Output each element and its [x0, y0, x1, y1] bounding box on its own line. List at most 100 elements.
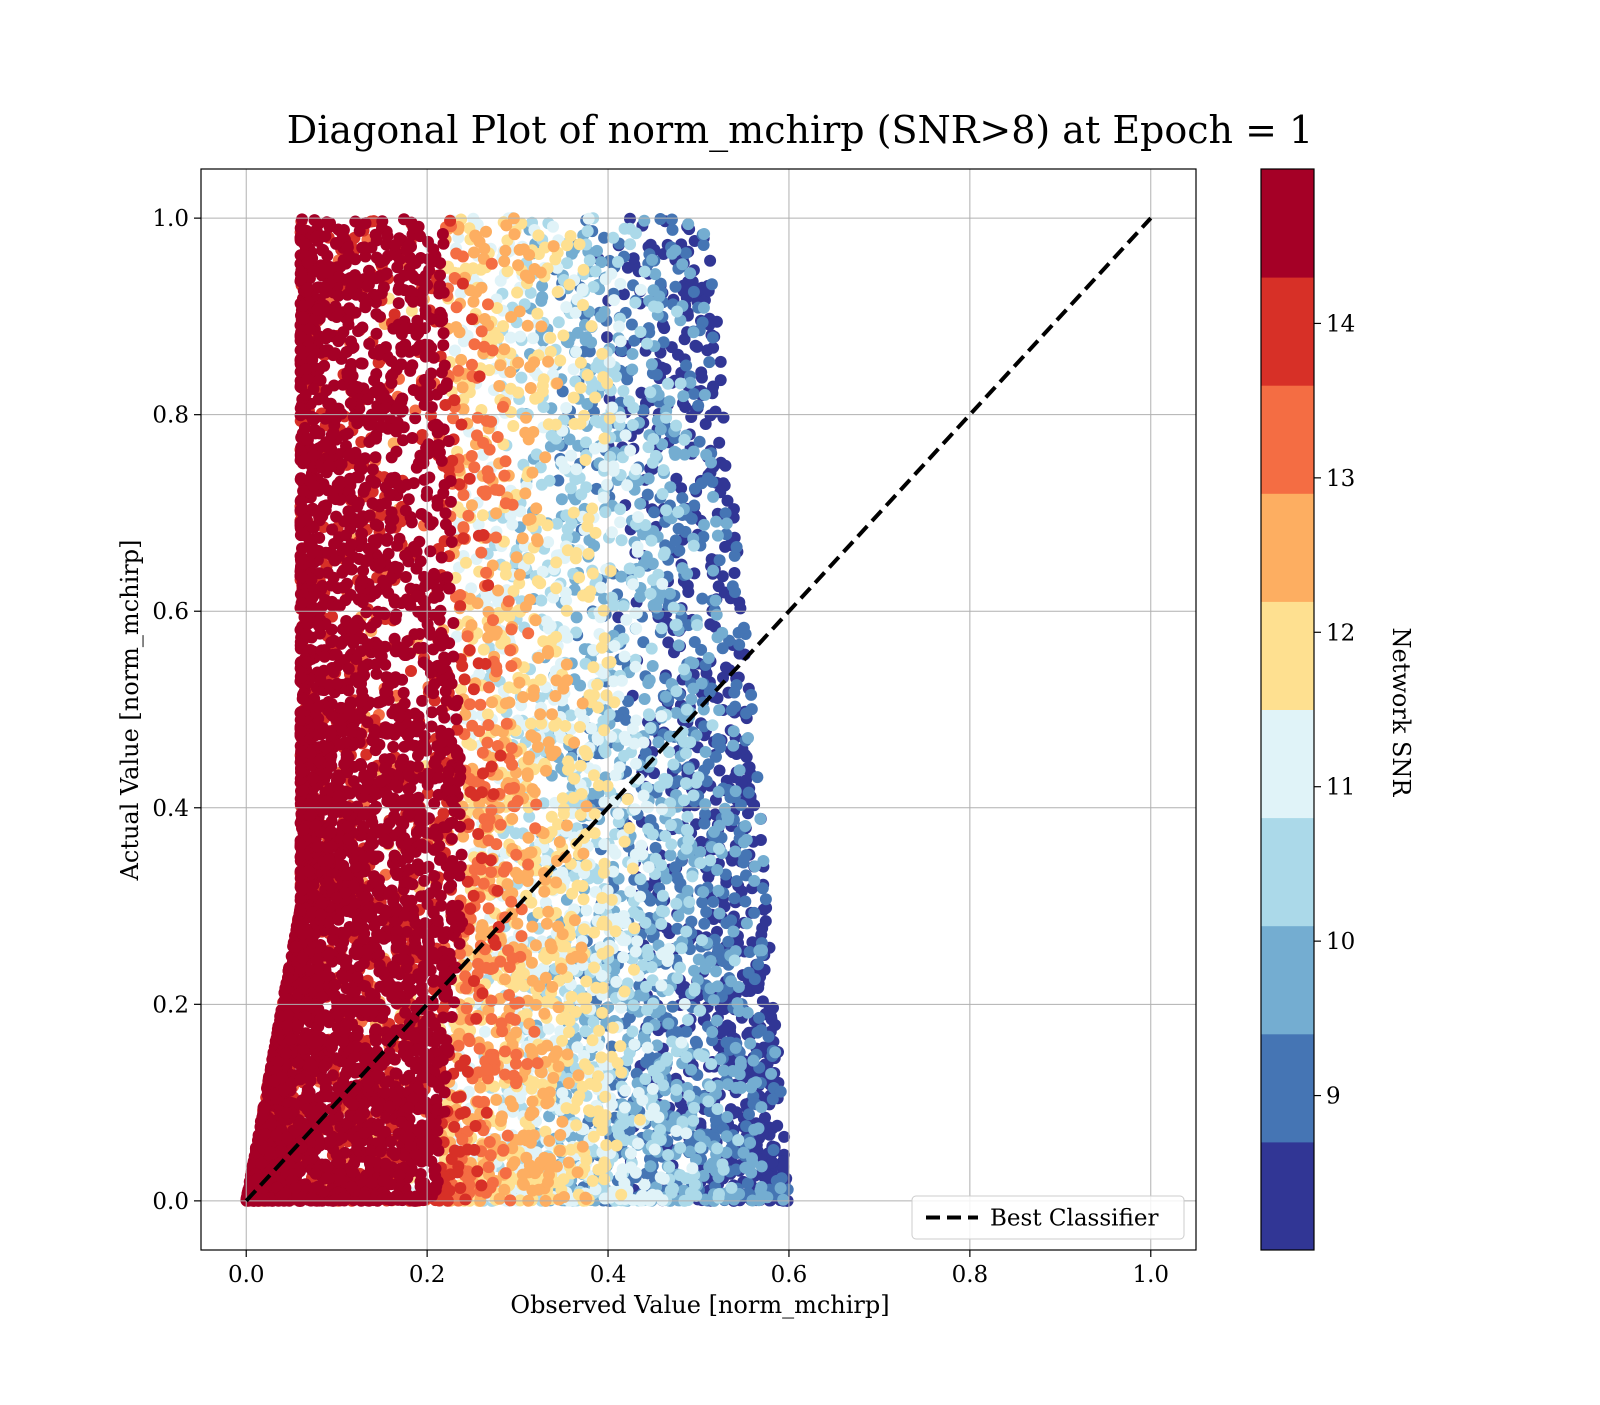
- scatter-point: [710, 515, 723, 528]
- scatter-point: [571, 1041, 584, 1054]
- scatter-point: [655, 979, 668, 992]
- scatter-point: [473, 1042, 486, 1055]
- scatter-point: [444, 214, 457, 227]
- scatter-point: [555, 493, 568, 506]
- scatter-point: [583, 345, 596, 358]
- scatter-point: [697, 530, 710, 543]
- scatter-point: [675, 1036, 688, 1049]
- scatter-point: [586, 1034, 599, 1047]
- scatter-point: [575, 488, 588, 501]
- scatter-point: [443, 1184, 456, 1197]
- scatter-point: [681, 1014, 694, 1026]
- scatter-point: [586, 787, 599, 800]
- scatter-point: [552, 1001, 565, 1014]
- scatter-point: [508, 781, 520, 794]
- scatter-point: [614, 411, 627, 424]
- scatter-point: [499, 244, 512, 257]
- scatter-point: [726, 1065, 739, 1077]
- scatter-point: [698, 917, 711, 930]
- scatter-point: [528, 1025, 541, 1038]
- scatter-point: [618, 835, 631, 848]
- scatter-point: [467, 295, 480, 308]
- scatter-point: [571, 326, 584, 339]
- scatter-point: [740, 707, 753, 720]
- scatter-point: [456, 250, 469, 263]
- scatter-point: [678, 663, 691, 676]
- scatter-point: [642, 949, 655, 962]
- scatter-point: [689, 1035, 702, 1048]
- scatter-point: [472, 828, 485, 840]
- scatter-point: [672, 639, 685, 652]
- scatter-point: [721, 1111, 734, 1123]
- scatter-point: [499, 1167, 512, 1180]
- scatter-point: [679, 1172, 692, 1185]
- scatter-point: [687, 789, 700, 802]
- scatter-point: [516, 1168, 529, 1181]
- scatter-point: [499, 568, 512, 581]
- scatter-point: [656, 577, 669, 590]
- scatter-point: [454, 1090, 467, 1103]
- scatter-point: [656, 1194, 669, 1207]
- scatter-point: [721, 814, 734, 826]
- scatter-point: [629, 945, 642, 958]
- scatter-point: [743, 1108, 755, 1121]
- scatter-point: [595, 256, 608, 269]
- scatter-point: [505, 660, 518, 672]
- scatter-point: [483, 1136, 496, 1148]
- scatter-point: [605, 591, 618, 604]
- scatter-point: [613, 320, 626, 333]
- scatter-point: [663, 395, 676, 408]
- scatter-point: [458, 673, 471, 686]
- scatter-point: [476, 919, 489, 932]
- scatter-point: [634, 326, 647, 338]
- scatter-point: [755, 1160, 768, 1173]
- scatter-point: [680, 925, 693, 938]
- scatter-point: [619, 429, 632, 442]
- scatter-point: [518, 1178, 530, 1191]
- scatter-point: [482, 471, 495, 484]
- scatter-point: [696, 592, 709, 605]
- scatter-point: [671, 972, 684, 984]
- scatter-point: [543, 1110, 556, 1123]
- scatter-point: [543, 474, 556, 487]
- scatter-point: [650, 368, 663, 381]
- scatter-point: [529, 939, 542, 952]
- scatter-point: [759, 1111, 771, 1124]
- scatter-point: [542, 355, 555, 368]
- scatter-point: [594, 581, 607, 594]
- scatter-point: [561, 674, 574, 687]
- scatter-point: [710, 750, 722, 763]
- scatter-point: [521, 770, 534, 783]
- scatter-point: [654, 213, 667, 225]
- scatter-point: [538, 885, 551, 898]
- scatter-point: [568, 736, 581, 749]
- scatter-point: [727, 739, 740, 752]
- scatter-point: [562, 1156, 575, 1169]
- scatter-point: [563, 278, 576, 291]
- scatter-point: [580, 1193, 593, 1205]
- scatter-point: [595, 641, 608, 654]
- scatter-point: [541, 1039, 554, 1052]
- scatter-point: [478, 340, 491, 353]
- scatter-point: [523, 847, 536, 859]
- scatter-point: [535, 320, 548, 333]
- scatter-point: [542, 1022, 555, 1035]
- scatter-point: [630, 757, 642, 770]
- scatter-point: [598, 231, 611, 244]
- scatter-point: [485, 866, 498, 878]
- scatter-point: [657, 336, 670, 349]
- scatter-point: [574, 381, 587, 394]
- scatter-point: [721, 494, 734, 507]
- scatter-point: [517, 1129, 530, 1142]
- scatter-point: [465, 450, 478, 462]
- scatter-point: [524, 360, 537, 373]
- scatter-point: [741, 1177, 754, 1190]
- scatter-point: [506, 952, 519, 965]
- scatter-point: [490, 507, 503, 520]
- scatter-point: [742, 786, 755, 799]
- scatter-point: [678, 794, 690, 807]
- scatter-point: [591, 244, 603, 257]
- scatter-point: [672, 348, 684, 361]
- scatter-point: [632, 1137, 645, 1150]
- scatter-point: [771, 1119, 784, 1132]
